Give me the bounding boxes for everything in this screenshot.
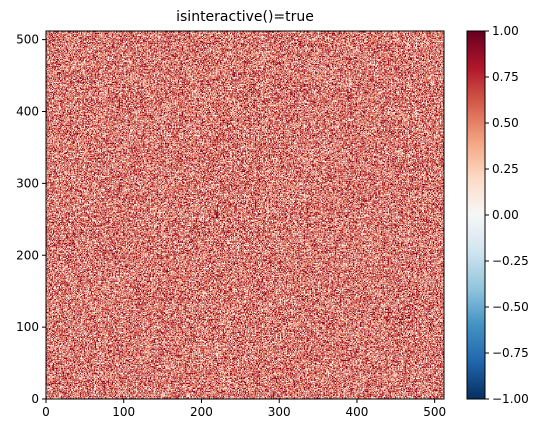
colorbar-tick-label: −0.50 xyxy=(492,300,529,314)
x-axis-ticks: 0 100 200 300 400 500 xyxy=(42,399,446,419)
y-tick-label: 200 xyxy=(16,248,39,262)
y-tick-label: 300 xyxy=(16,176,39,190)
x-tick-label: 400 xyxy=(345,405,368,419)
colorbar-tick-label: −1.00 xyxy=(492,392,529,406)
y-tick-label: 100 xyxy=(16,320,39,334)
y-tick-label: 400 xyxy=(16,105,39,119)
colorbar-tick-label: 0.75 xyxy=(492,70,519,84)
colorbar-tick-label: 1.00 xyxy=(492,24,519,38)
colorbar-ticks: −1.00 −0.75 −0.50 −0.25 0.00 0.25 0.50 0.75 1.00 xyxy=(485,24,529,406)
chart-title: isinteractive()=true xyxy=(176,9,314,25)
colorbar-frame xyxy=(466,30,486,400)
colorbar-tick-label: −0.25 xyxy=(492,254,529,268)
colorbar-tick-label: 0.50 xyxy=(492,116,519,130)
colorbar-gradient xyxy=(467,31,485,399)
x-tick-label: 300 xyxy=(268,405,291,419)
y-tick-label: 500 xyxy=(16,33,39,47)
colorbar-tick-label: −0.75 xyxy=(492,346,529,360)
colorbar-tick-label: 0.25 xyxy=(492,162,519,176)
colorbar-tick-label: 0.00 xyxy=(492,208,519,222)
heatmap-frame xyxy=(45,30,445,400)
x-tick-label: 500 xyxy=(423,405,446,419)
x-tick-label: 0 xyxy=(42,405,50,419)
x-tick-label: 200 xyxy=(190,405,213,419)
y-tick-label: 0 xyxy=(31,392,39,406)
y-axis-ticks: 0 100 200 300 400 500 xyxy=(16,33,46,406)
x-tick-label: 100 xyxy=(112,405,135,419)
heatmap-image xyxy=(46,31,444,399)
